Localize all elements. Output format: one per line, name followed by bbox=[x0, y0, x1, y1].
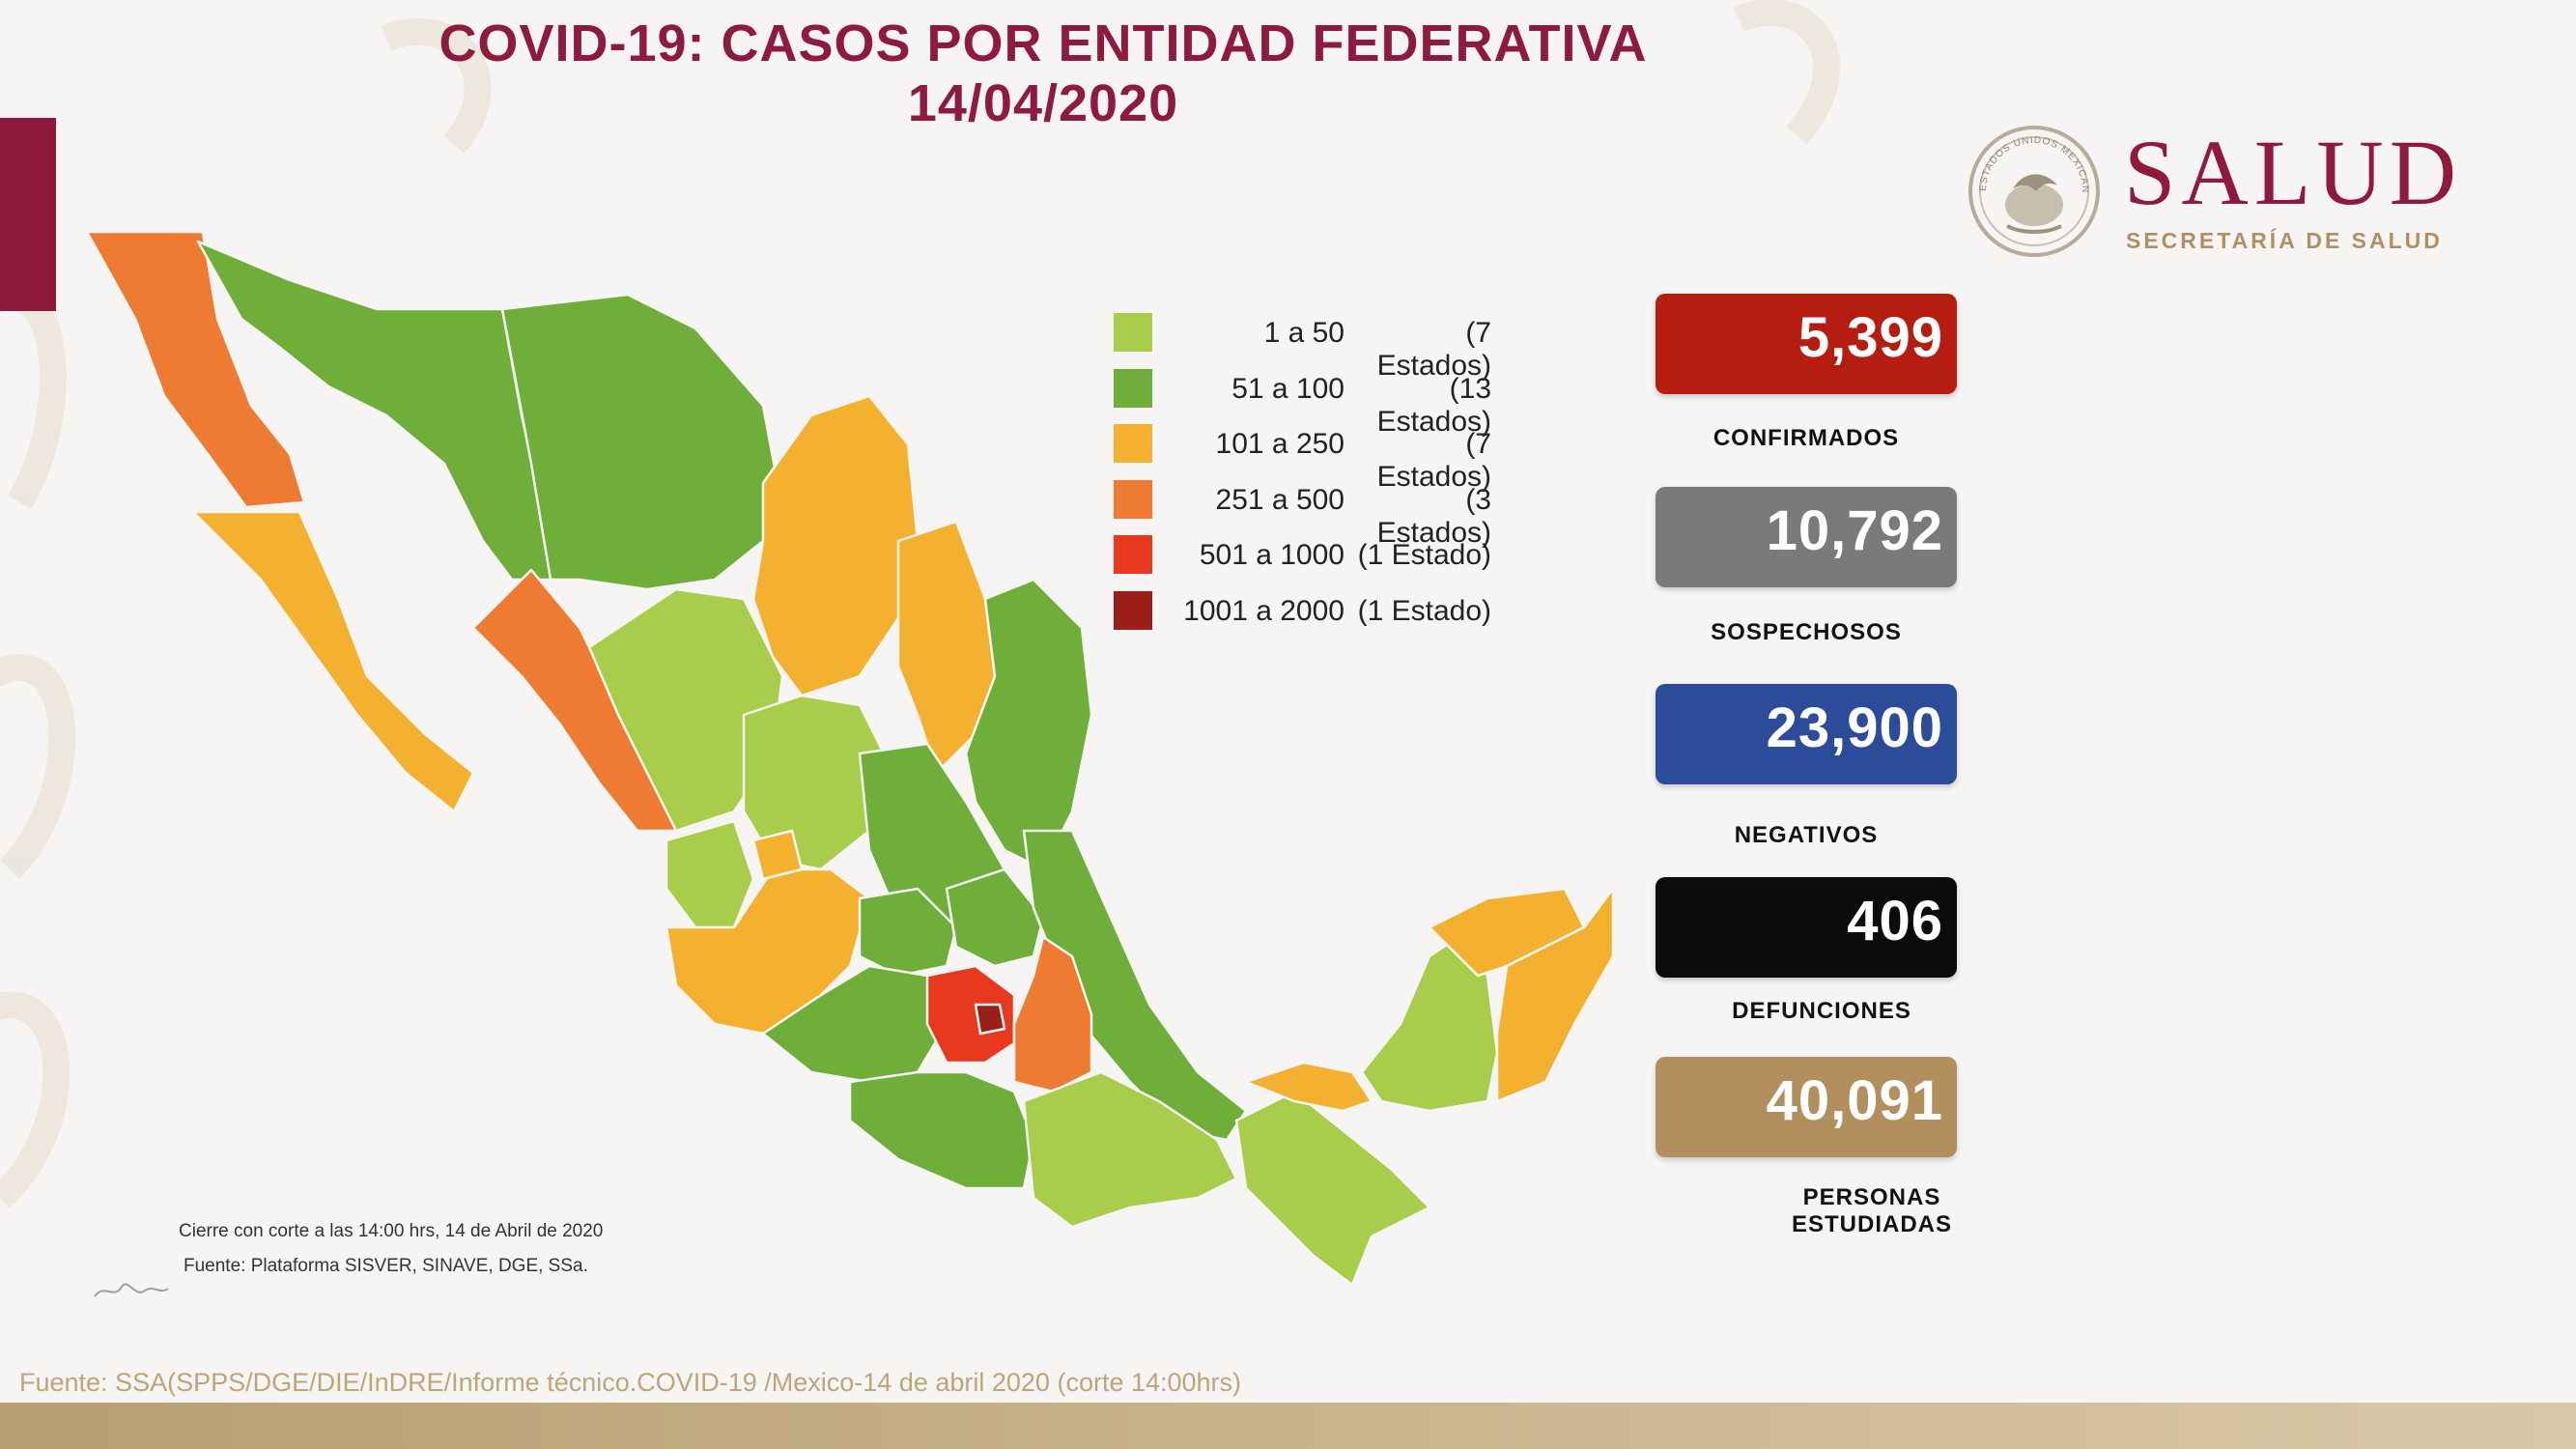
salud-wordmark: SALUD bbox=[2124, 121, 2463, 224]
state-sonora bbox=[196, 240, 552, 582]
personas-estudiadas-label-line2: ESTUDIADAS bbox=[1791, 1211, 1952, 1237]
confirmados-box: 5,399 bbox=[1656, 294, 1957, 394]
legend-count: (7 Estados) bbox=[1376, 317, 1491, 382]
mexican-coat-of-arms-icon: ESTADOS UNIDOS MEXICANOS bbox=[1965, 122, 2100, 257]
personas-estudiadas-box: 40,091 bbox=[1656, 1057, 1957, 1157]
legend-swatch bbox=[1114, 313, 1152, 352]
legend-swatch bbox=[1114, 424, 1152, 463]
state-guanajuato bbox=[858, 887, 958, 978]
state-oaxaca bbox=[1022, 1070, 1238, 1229]
legend-range: 1 a 50 bbox=[1263, 317, 1345, 349]
footer-source: Fuente: SSA(SPPS/DGE/DIE/InDRE/Informe t… bbox=[19, 1368, 1242, 1397]
page-date: 14/04/2020 bbox=[907, 74, 1179, 132]
legend-item: 51 a 100 (13 Estados) bbox=[1111, 365, 1497, 438]
sospechosos-value: 10,792 bbox=[1766, 499, 1943, 562]
state-coahuila bbox=[751, 394, 920, 697]
state-tabasco bbox=[1244, 1061, 1373, 1113]
legend-item: 1001 a 2000 (1 Estado) bbox=[1111, 587, 1497, 643]
legend-swatch bbox=[1114, 590, 1152, 630]
signature-scribble-icon bbox=[94, 1283, 169, 1297]
state-jalisco bbox=[665, 867, 871, 1036]
negativos-value: 23,900 bbox=[1766, 696, 1943, 759]
legend-range: 1001 a 2000 bbox=[1183, 594, 1345, 627]
legend-range: 51 a 100 bbox=[1231, 372, 1345, 405]
negativos-label: NEGATIVOS bbox=[1734, 822, 1879, 848]
legend-range: 101 a 250 bbox=[1215, 428, 1345, 460]
state-guerrero bbox=[848, 1070, 1035, 1190]
state-chihuahua bbox=[500, 293, 779, 591]
state-quintana-roo bbox=[1495, 887, 1615, 1103]
state-campeche bbox=[1360, 935, 1499, 1113]
legend-count: (1 Estado) bbox=[1357, 539, 1491, 571]
legend-range: 251 a 500 bbox=[1215, 483, 1345, 516]
sospechosos-box: 10,792 bbox=[1656, 487, 1957, 587]
legend-swatch bbox=[1114, 368, 1152, 408]
page-title: COVID-19: CASOS POR ENTIDAD FEDERATIVA bbox=[439, 14, 1648, 72]
legend-item: 1 a 50 (7 Estados) bbox=[1111, 309, 1497, 382]
personas-estudiadas-value: 40,091 bbox=[1766, 1069, 1943, 1132]
state-estado-de-mexico bbox=[925, 964, 1016, 1065]
legend-swatch bbox=[1114, 479, 1152, 519]
personas-estudiadas-label-line1: PERSONAS bbox=[1802, 1184, 1941, 1210]
defunciones-box: 406 bbox=[1656, 877, 1957, 978]
salud-logo: ESTADOS UNIDOS MEXICANOS SALUD SECRETARÍ… bbox=[1965, 122, 2505, 267]
legend-count: (7 Estados) bbox=[1376, 428, 1491, 493]
state-aguascalientes bbox=[751, 829, 804, 881]
state-queretaro-hidalgo bbox=[945, 867, 1045, 968]
confirmados-label: CONFIRMADOS bbox=[1713, 425, 1900, 451]
defunciones-value: 406 bbox=[1847, 890, 1943, 952]
footer-gold-bar bbox=[0, 1403, 2576, 1449]
legend-count: (1 Estado) bbox=[1357, 594, 1491, 627]
state-nayarit bbox=[665, 819, 755, 929]
sospechosos-label: SOSPECHOSOS bbox=[1711, 619, 1902, 645]
legend-range: 501 a 1000 bbox=[1199, 539, 1345, 571]
state-cdmx bbox=[974, 1003, 1006, 1036]
state-baja-california-sur bbox=[191, 510, 475, 813]
confirmados-value: 5,399 bbox=[1798, 306, 1943, 369]
legend-count: (3 Estados) bbox=[1376, 483, 1491, 549]
personas-estudiadas-label: PERSONAS ESTUDIADAS bbox=[1748, 1184, 1996, 1238]
state-chiapas bbox=[1234, 1090, 1431, 1287]
defunciones-label: DEFUNCIONES bbox=[1732, 998, 1911, 1024]
cierre-note: Cierre con corte a las 14:00 hrs, 14 de … bbox=[179, 1221, 604, 1241]
legend-item: 101 a 250 (7 Estados) bbox=[1111, 420, 1497, 493]
map-legend: 1 a 50 (7 Estados) 51 a 100 (13 Estados)… bbox=[1111, 309, 1497, 642]
map-source-note: Fuente: Plataforma SISVER, SINAVE, DGE, … bbox=[184, 1256, 588, 1276]
legend-count: (13 Estados) bbox=[1376, 372, 1491, 438]
maroon-accent-tab bbox=[0, 118, 56, 311]
legend-swatch bbox=[1114, 535, 1152, 574]
state-baja-california bbox=[85, 230, 306, 509]
legend-item: 251 a 500 (3 Estados) bbox=[1111, 476, 1497, 549]
mexico-choropleth-map bbox=[85, 230, 1615, 1287]
legend-item: 501 a 1000 (1 Estado) bbox=[1111, 531, 1497, 587]
salud-subtitle: SECRETARÍA DE SALUD bbox=[2126, 228, 2443, 253]
negativos-box: 23,900 bbox=[1656, 684, 1957, 784]
